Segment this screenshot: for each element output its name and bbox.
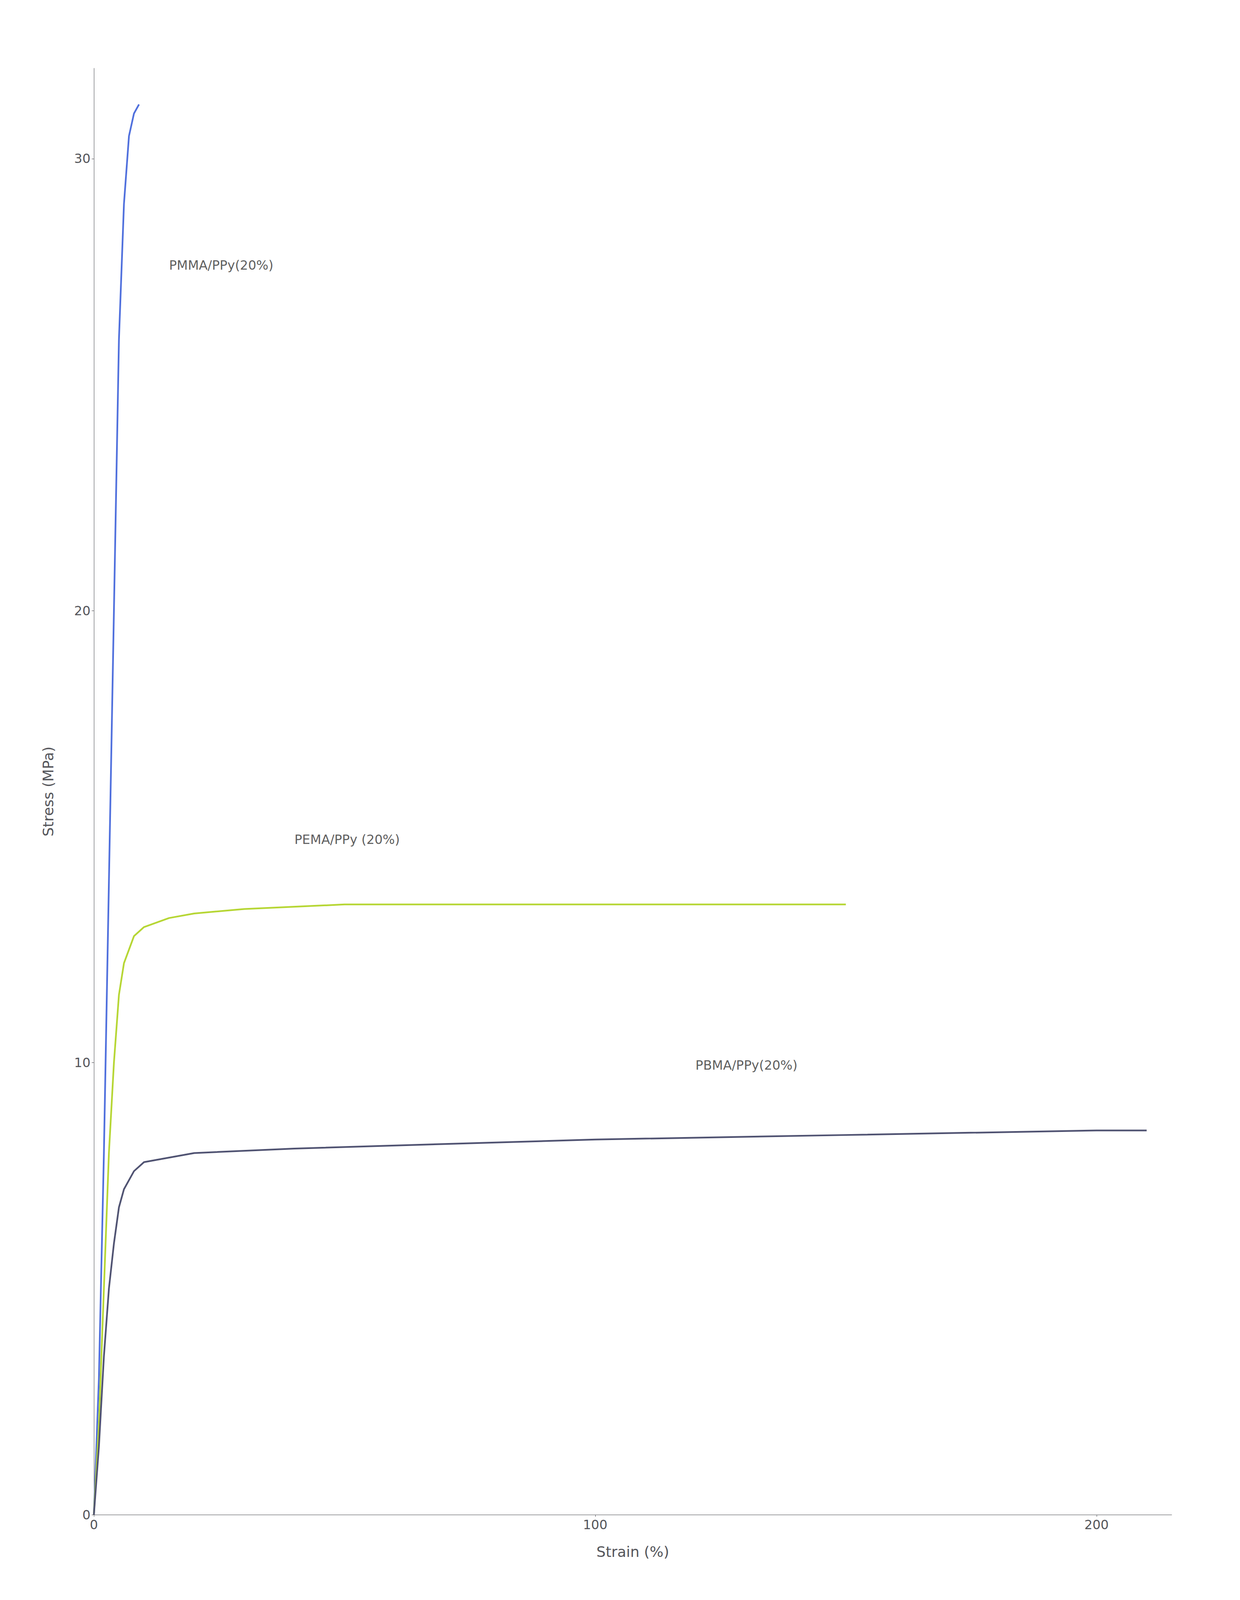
svg-text:10: 10 <box>74 1055 91 1071</box>
svg-text:PEMA/PPy (20%): PEMA/PPy (20%) <box>294 832 400 848</box>
svg-text:20: 20 <box>74 603 91 619</box>
svg-text:0: 0 <box>89 1517 98 1533</box>
svg-text:30: 30 <box>74 151 91 166</box>
svg-text:0: 0 <box>82 1507 91 1523</box>
svg-text:PMMA/PPy(20%): PMMA/PPy(20%) <box>168 257 274 273</box>
svg-text:100: 100 <box>582 1517 608 1533</box>
svg-text:Stress (MPa): Stress (MPa) <box>39 746 57 837</box>
svg-text:200: 200 <box>1084 1517 1109 1533</box>
svg-text:PBMA/PPy(20%): PBMA/PPy(20%) <box>695 1057 798 1073</box>
svg-text:Strain (%): Strain (%) <box>596 1543 670 1561</box>
